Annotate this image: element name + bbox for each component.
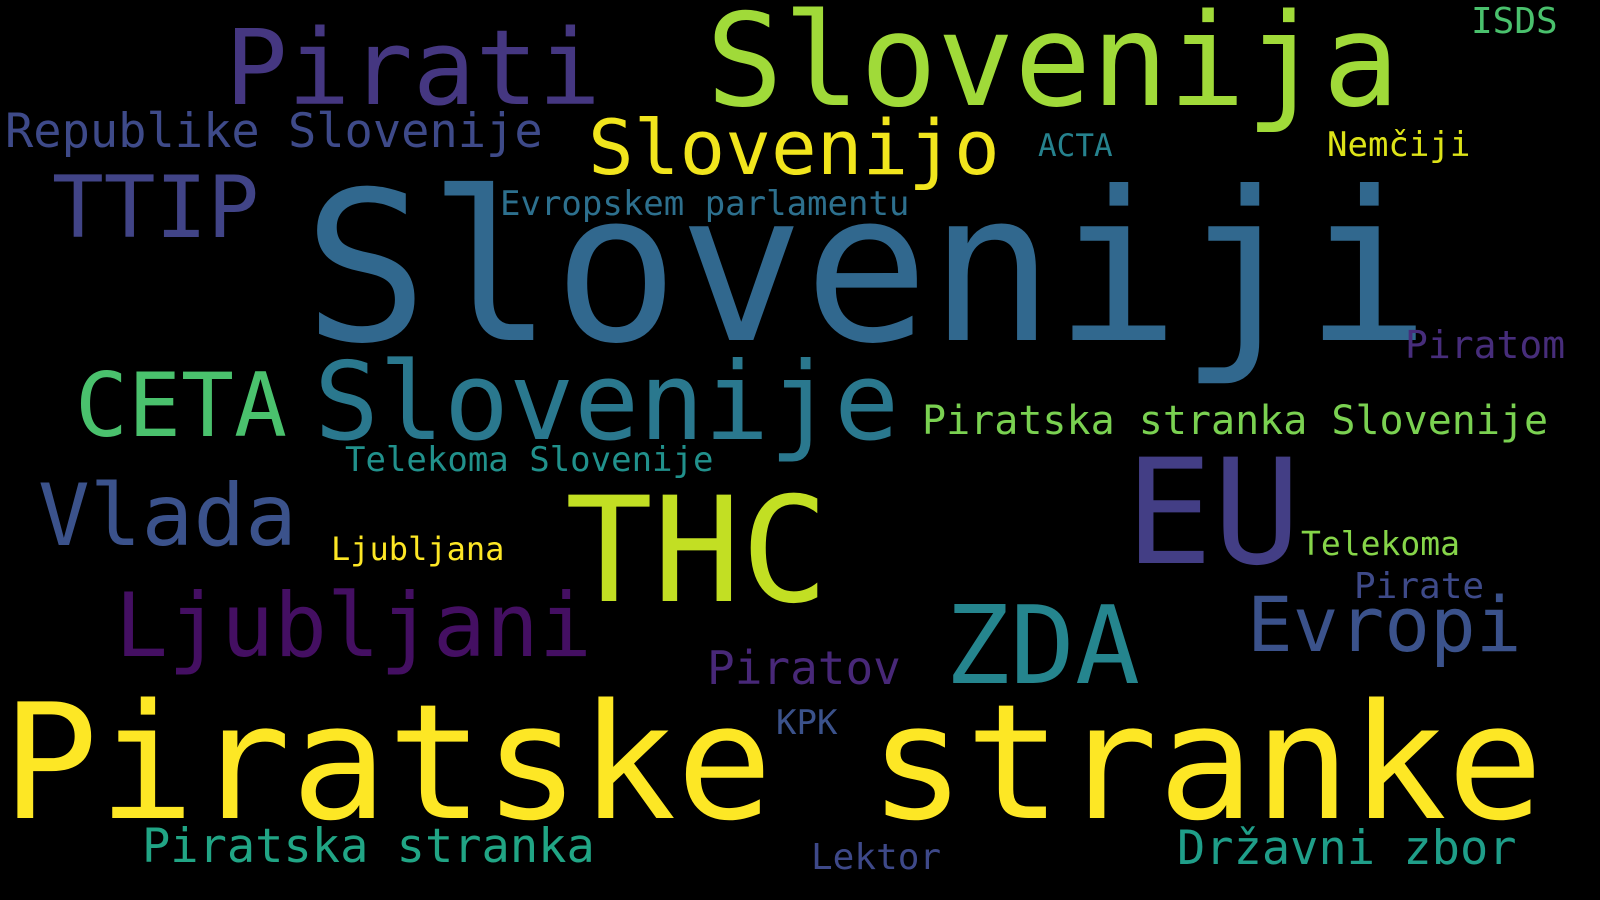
word-telekoma: Telekoma xyxy=(1301,524,1460,563)
word-republike-slovenije: Republike Slovenije xyxy=(5,104,543,159)
word-eu: EU xyxy=(1125,428,1301,598)
word-vlada: Vlada xyxy=(38,466,297,566)
word-pirati: Pirati xyxy=(225,7,601,129)
word-slovenije: Slovenije xyxy=(314,340,900,465)
word-telekoma-slovenije: Telekoma Slovenije xyxy=(345,440,714,480)
word-thc: THC xyxy=(565,466,829,636)
word-piratska-stranka-slovenije: Piratska stranka Slovenije xyxy=(922,398,1549,444)
word-nemciji: Nemčiji xyxy=(1327,125,1471,165)
word-acta: ACTA xyxy=(1038,128,1113,164)
word-slovenija: Slovenija xyxy=(706,0,1400,136)
word-lektor: Lektor xyxy=(811,837,942,878)
word-drzavni-zbor: Državni zbor xyxy=(1177,821,1517,876)
word-piratske-stranke: Piratske stranke xyxy=(2,669,1544,856)
word-evropskem-parlamentu: Evropskem parlamentu xyxy=(500,184,910,224)
word-zda: ZDA xyxy=(945,584,1141,709)
word-isds: ISDS xyxy=(1471,1,1558,42)
word-evropi: Evropi xyxy=(1247,580,1522,669)
word-piratska-stranka: Piratska stranka xyxy=(142,819,595,874)
word-ttip: TTIP xyxy=(52,158,260,258)
word-ljubljana: Ljubljana xyxy=(331,530,505,568)
word-slovenijo: Slovenijo xyxy=(588,103,1000,192)
word-piratov: Piratov xyxy=(707,641,901,695)
word-piratom: Piratom xyxy=(1405,323,1566,367)
word-sloveniji: Sloveniji xyxy=(303,148,1431,390)
word-ljubljani: Ljubljani xyxy=(115,574,592,677)
word-kpk: KPK xyxy=(776,703,838,743)
word-pirate: Pirate xyxy=(1354,566,1485,607)
word-ceta: CETA xyxy=(75,354,287,457)
